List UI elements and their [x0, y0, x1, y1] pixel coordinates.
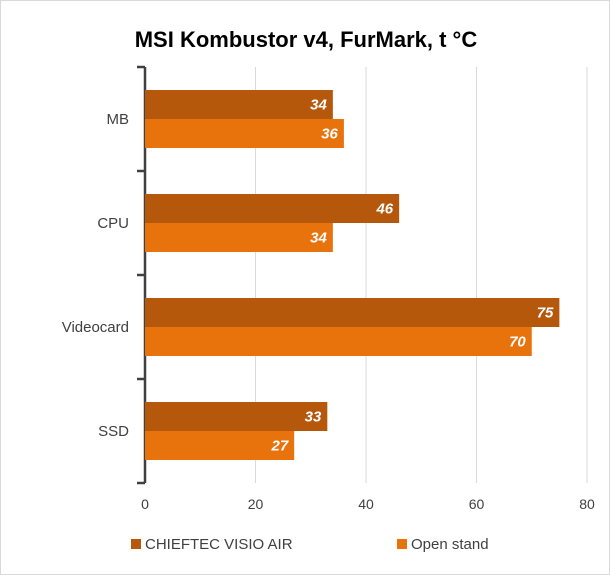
category-label: CPU: [97, 215, 129, 232]
data-label: 34: [310, 230, 327, 247]
bar: [145, 223, 333, 252]
category-label: SSD: [98, 423, 129, 440]
data-label: 27: [270, 438, 288, 455]
bar-group: [145, 90, 560, 460]
bar: [145, 431, 295, 460]
bar: [145, 90, 333, 119]
label-group: 0 20 40 60 80 MB 34 36 CPU 46 34 Videocard 75 70 SSD 33…: [62, 97, 595, 513]
legend-swatch: [397, 539, 407, 549]
bar: [145, 119, 344, 148]
data-label: 36: [321, 126, 338, 143]
x-tick-label: 40: [358, 496, 374, 512]
legend-swatch: [131, 539, 141, 549]
x-tick-label: 60: [469, 496, 485, 512]
bar: [145, 327, 532, 356]
legend-label: CHIEFTEC VISIO AIR: [145, 536, 293, 553]
chart-title: MSI Kombustor v4, FurMark, t °C: [135, 27, 478, 52]
data-label: 46: [375, 201, 393, 218]
legend: CHIEFTEC VISIO AIR Open stand: [131, 536, 489, 553]
x-tick-label: 0: [141, 496, 149, 512]
data-label: 34: [310, 97, 327, 114]
legend-label: Open stand: [411, 536, 489, 553]
bar: [145, 402, 328, 431]
category-axis: [137, 65, 147, 485]
bar: [145, 298, 560, 327]
data-label: 33: [305, 409, 322, 426]
data-label: 70: [509, 334, 526, 351]
category-label: Videocard: [62, 319, 129, 336]
x-tick-label: 80: [579, 496, 595, 512]
category-label: MB: [107, 111, 130, 128]
data-label: 75: [537, 305, 554, 322]
bar: [145, 194, 400, 223]
x-tick-label: 20: [248, 496, 264, 512]
